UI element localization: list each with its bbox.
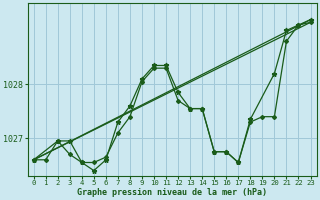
X-axis label: Graphe pression niveau de la mer (hPa): Graphe pression niveau de la mer (hPa)	[77, 188, 267, 197]
